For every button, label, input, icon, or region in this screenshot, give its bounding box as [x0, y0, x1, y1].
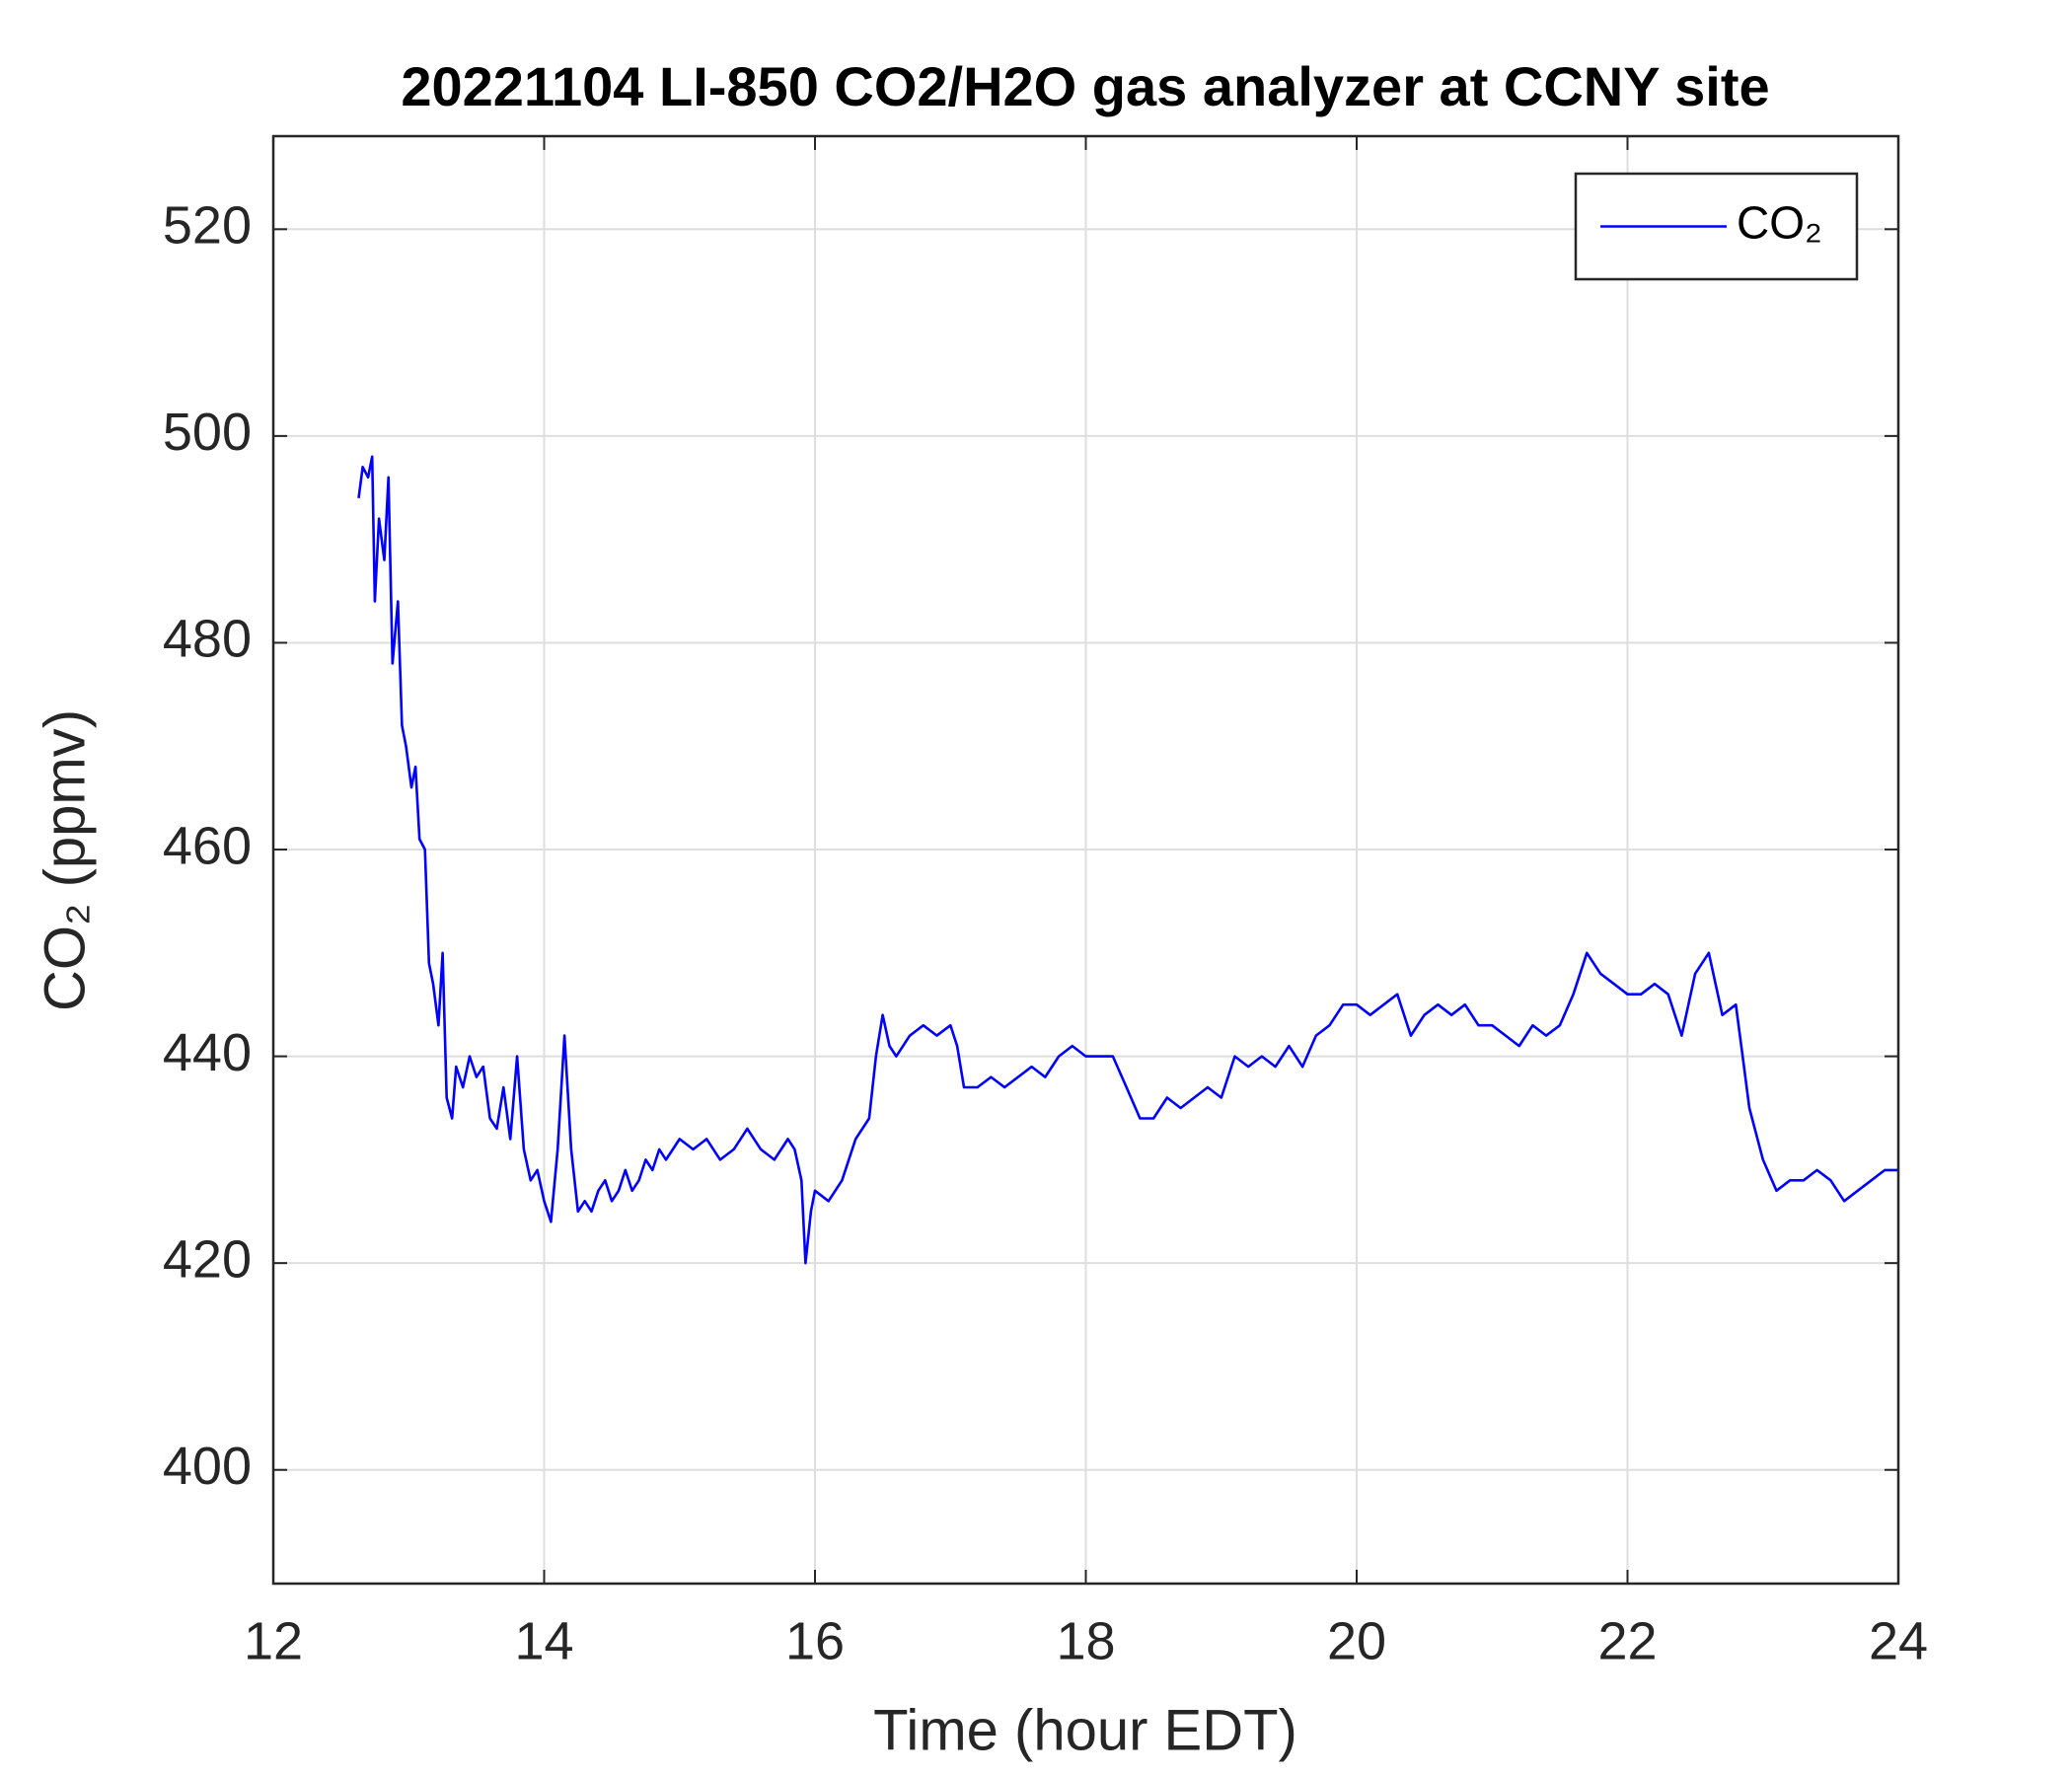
chart-title: 20221104 LI-850 CO2/H2O gas analyzer at …	[401, 55, 1769, 117]
x-tick-label: 22	[1597, 1611, 1657, 1670]
y-tick-label: 400	[163, 1437, 252, 1496]
x-tick-label: 16	[785, 1611, 845, 1670]
x-tick-label: 20	[1327, 1611, 1386, 1670]
y-tick-label: 440	[163, 1023, 252, 1082]
y-tick-label: 520	[163, 196, 252, 256]
x-tick-label: 12	[244, 1611, 303, 1670]
x-tick-label: 18	[1056, 1611, 1115, 1670]
y-tick-label: 460	[163, 816, 252, 875]
x-axis-label: Time (hour EDT)	[873, 1698, 1297, 1762]
data-line	[357, 455, 1898, 1265]
plot-frame	[271, 134, 1900, 1586]
y-tick-label: 420	[163, 1229, 252, 1289]
x-tick-label: 14	[514, 1611, 573, 1670]
legend-label: CO₂	[1737, 197, 1822, 249]
x-tick-label: 24	[1869, 1611, 1928, 1670]
y-tick-label: 480	[163, 610, 252, 669]
y-axis-label: CO₂ (ppmv)	[33, 709, 97, 1011]
y-tick-label: 500	[163, 403, 252, 462]
